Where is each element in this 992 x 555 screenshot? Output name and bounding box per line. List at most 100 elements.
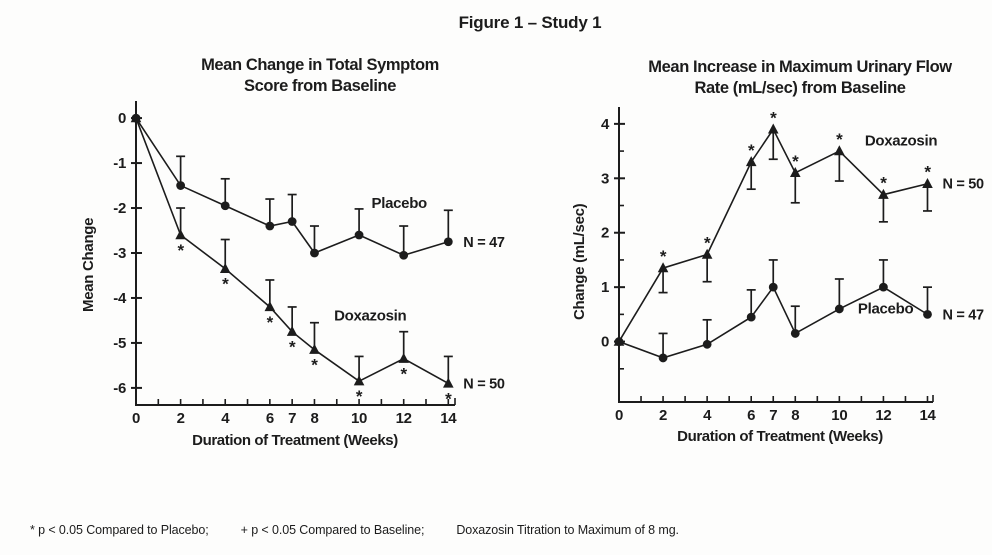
significance-asterisk: * <box>289 338 296 357</box>
triangle-marker <box>443 377 454 388</box>
x-tick-label: 0 <box>132 410 140 427</box>
y-tick-label: -3 <box>113 245 126 262</box>
significance-asterisk: * <box>880 174 887 193</box>
x-tick-label: 7 <box>769 407 777 424</box>
placebo-line <box>618 285 928 359</box>
circle-marker <box>176 181 186 190</box>
circle-marker <box>923 309 932 319</box>
series-label: Placebo <box>372 195 428 212</box>
y-tick-label: -1 <box>113 155 126 172</box>
x-tick-label: 14 <box>440 410 457 427</box>
significance-asterisk: * <box>770 108 777 127</box>
circle-marker <box>310 248 319 258</box>
x-tick-label: 4 <box>703 407 712 424</box>
footnote: * p < 0.05 Compared to Placebo; + p < 0.0… <box>30 523 679 537</box>
y-tick-label: -5 <box>113 335 126 352</box>
triangle-marker <box>264 301 276 312</box>
left-chart-title-line2: Score from Baseline <box>244 76 396 95</box>
right-x-axis-label: Duration of Treatment (Weeks) <box>677 428 883 445</box>
significance-asterisk: * <box>356 387 363 406</box>
circle-marker <box>287 217 297 226</box>
significance-asterisk: * <box>445 389 452 408</box>
significance-asterisk: * <box>792 152 799 171</box>
left-chart-title: Mean Change in Total Symptom Score from … <box>140 55 500 96</box>
significance-asterisk: * <box>660 247 667 266</box>
triangle-marker <box>398 352 409 363</box>
y-tick-label: 3 <box>601 170 609 187</box>
triangle-marker <box>657 262 669 273</box>
x-tick-label: 6 <box>266 410 274 427</box>
circle-marker <box>265 221 275 231</box>
x-tick-label: 8 <box>310 410 318 427</box>
x-tick-label: 2 <box>177 410 185 427</box>
x-tick-label: 12 <box>396 410 412 427</box>
y-tick-label: 0 <box>118 110 126 127</box>
triangle-marker <box>922 177 933 188</box>
circle-marker <box>220 201 230 211</box>
y-tick-label: 2 <box>601 225 609 242</box>
y-tick-label: -2 <box>113 200 126 217</box>
circle-marker <box>746 312 756 322</box>
x-tick-label: 12 <box>875 407 891 424</box>
left-x-axis-label: Duration of Treatment (Weeks) <box>192 432 398 449</box>
triangle-marker <box>353 375 365 386</box>
triangle-marker <box>878 188 889 199</box>
y-tick-label: -6 <box>113 380 126 397</box>
footnote-baseline-significance: + p < 0.05 Compared to Baseline; <box>240 523 425 537</box>
series-label: Doxazosin <box>334 307 406 324</box>
significance-asterisk: * <box>704 234 711 253</box>
significance-asterisk: * <box>836 130 843 149</box>
x-tick-label: 10 <box>351 410 367 427</box>
significance-asterisk: * <box>924 163 931 182</box>
significance-asterisk: * <box>311 356 318 375</box>
triangle-marker <box>745 156 757 167</box>
left-chart-title-line1: Mean Change in Total Symptom <box>201 56 439 74</box>
triangle-marker <box>789 167 801 178</box>
x-tick-label: 2 <box>659 407 667 424</box>
y-tick-label: 4 <box>601 116 610 133</box>
significance-asterisk: * <box>267 313 274 332</box>
x-tick-label: 4 <box>221 410 230 427</box>
series-label: Placebo <box>858 300 914 317</box>
triangle-marker <box>175 229 186 240</box>
y-tick-label: 1 <box>601 279 609 296</box>
circle-marker <box>399 250 409 260</box>
n-count-label: N = 47 <box>942 307 984 323</box>
triangle-marker <box>701 248 713 259</box>
y-tick-label: -4 <box>113 290 127 307</box>
triangle-marker <box>219 262 231 273</box>
x-tick-label: 0 <box>615 407 623 424</box>
x-tick-label: 6 <box>747 407 755 424</box>
circle-marker <box>790 329 800 338</box>
n-count-label: N = 50 <box>942 177 984 193</box>
x-tick-label: 7 <box>288 410 296 427</box>
footnote-placebo-significance: * p < 0.05 Compared to Placebo; <box>30 523 209 537</box>
right-chart-title: Mean Increase in Maximum Urinary Flow Ra… <box>620 57 980 98</box>
circle-marker <box>834 304 844 314</box>
circle-marker <box>443 237 453 247</box>
significance-asterisk: * <box>401 365 408 384</box>
footnote-titration-note: Doxazosin Titration to Maximum of 8 mg. <box>456 523 679 537</box>
right-chart-title-line1: Mean Increase in Maximum Urinary Flow <box>648 58 952 76</box>
circle-marker <box>614 337 624 346</box>
significance-asterisk: * <box>748 141 755 160</box>
x-tick-label: 8 <box>791 407 799 424</box>
triangle-marker <box>286 325 298 336</box>
circle-marker <box>354 230 364 240</box>
circle-marker <box>658 353 668 363</box>
figure-title: Figure 1 – Study 1 <box>458 13 602 32</box>
significance-asterisk: * <box>222 275 229 294</box>
n-count-label: N = 50 <box>463 376 505 392</box>
triangle-marker <box>767 123 779 134</box>
circle-marker <box>879 282 888 292</box>
triangle-marker <box>309 343 320 354</box>
circle-marker <box>768 282 778 292</box>
triangle-marker <box>834 145 845 156</box>
y-tick-label: 0 <box>601 334 609 351</box>
right-chart-title-line2: Rate (mL/sec) from Baseline <box>694 78 906 97</box>
circle-marker <box>702 339 712 349</box>
n-count-label: N = 47 <box>463 235 505 251</box>
significance-asterisk: * <box>177 241 184 260</box>
series-label: Doxazosin <box>865 133 937 150</box>
